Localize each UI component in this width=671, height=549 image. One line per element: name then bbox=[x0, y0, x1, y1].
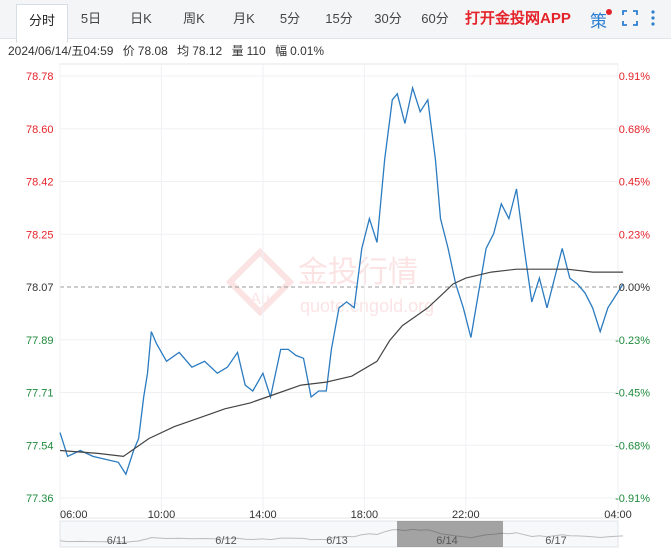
y-tick-right: 0.00% bbox=[619, 282, 650, 294]
more-menu-icon[interactable] bbox=[650, 9, 656, 27]
avg-label: 均 bbox=[177, 44, 190, 58]
y-tick-left: 78.78 bbox=[26, 71, 54, 83]
y-tick-right: -0.91% bbox=[615, 493, 650, 505]
price-value: 78.08 bbox=[137, 44, 168, 58]
x-tick: 18:00 bbox=[351, 509, 379, 521]
tab-5[interactable]: 月K bbox=[233, 11, 255, 26]
x-tick: 04:00 bbox=[604, 509, 632, 521]
fullscreen-icon[interactable] bbox=[622, 10, 638, 26]
watermark-en: quote.cngold.org bbox=[300, 296, 434, 316]
y-tick-left: 78.42 bbox=[26, 177, 54, 189]
tab-3[interactable]: 日K bbox=[130, 11, 152, 26]
y-tick-left: 78.07 bbox=[26, 282, 54, 294]
range-label: 幅 bbox=[275, 44, 288, 58]
navigator-date: 6/17 bbox=[545, 535, 566, 547]
quote-datetime: 2024/06/14/五04:59 bbox=[8, 44, 114, 58]
navigator-date: 6/14 bbox=[436, 535, 457, 547]
x-tick: 14:00 bbox=[249, 509, 277, 521]
volume-label: 量 bbox=[231, 44, 244, 58]
avg-value: 78.12 bbox=[192, 44, 223, 58]
watermark-cn: 金投行情 bbox=[298, 256, 418, 289]
y-tick-right: 0.91% bbox=[619, 71, 650, 83]
y-tick-right: 0.68% bbox=[619, 124, 650, 136]
x-tick: 22:00 bbox=[452, 509, 480, 521]
y-tick-left: 78.25 bbox=[26, 229, 54, 241]
tab-1[interactable]: 分时 bbox=[16, 4, 68, 43]
y-tick-right: -0.23% bbox=[615, 335, 650, 347]
tab-8[interactable]: 30分 bbox=[374, 11, 402, 26]
notification-dot bbox=[606, 9, 612, 15]
y-tick-right: -0.68% bbox=[615, 440, 650, 452]
tab-2[interactable]: 5日 bbox=[80, 11, 102, 26]
x-tick: 06:00 bbox=[60, 509, 88, 521]
navigator-date: 6/11 bbox=[107, 535, 128, 547]
tab-6[interactable]: 5分 bbox=[279, 11, 301, 26]
watermark-logo-text: Au bbox=[250, 291, 270, 308]
watermark: Au 金投行情 quote.cngold.org bbox=[225, 247, 434, 317]
price-line bbox=[59, 85, 624, 476]
y-tick-left: 77.71 bbox=[26, 388, 54, 400]
watermark-logo-shape bbox=[225, 247, 295, 317]
navigator-window[interactable] bbox=[397, 521, 503, 547]
y-tick-right: 0.45% bbox=[619, 177, 650, 189]
x-tick: 10:00 bbox=[148, 509, 176, 521]
quote-info-bar: 2024/06/14/五04:59 价 78.08 均 78.12 量 110 幅 0.… bbox=[8, 42, 330, 60]
average-line bbox=[59, 268, 624, 458]
strategy-button[interactable]: 策 bbox=[590, 12, 607, 31]
range-value: 0.01% bbox=[290, 44, 325, 58]
y-tick-left: 77.54 bbox=[26, 440, 54, 452]
timeframe-tabs: 分时 5日 日K 周K 月K 5分 15分 30分 60分 bbox=[0, 0, 671, 43]
y-tick-right: -0.45% bbox=[615, 388, 650, 400]
navigator-date: 6/12 bbox=[215, 535, 236, 547]
tab-7[interactable]: 15分 bbox=[325, 11, 353, 26]
open-app-link[interactable]: 打开金投网APP bbox=[465, 10, 571, 27]
tab-9[interactable]: 60分 bbox=[421, 11, 449, 26]
y-tick-left: 77.36 bbox=[26, 493, 54, 505]
tab-4[interactable]: 周K bbox=[183, 11, 205, 26]
plot-area bbox=[59, 63, 619, 519]
navigator-date: 6/13 bbox=[326, 535, 347, 547]
price-label: 价 bbox=[122, 44, 135, 58]
navigator-line bbox=[59, 528, 624, 543]
volume-value: 110 bbox=[246, 44, 266, 58]
y-tick-right: 0.23% bbox=[619, 229, 650, 241]
y-tick-left: 78.60 bbox=[26, 124, 54, 136]
navigator bbox=[59, 520, 619, 548]
y-tick-left: 77.89 bbox=[26, 335, 54, 347]
